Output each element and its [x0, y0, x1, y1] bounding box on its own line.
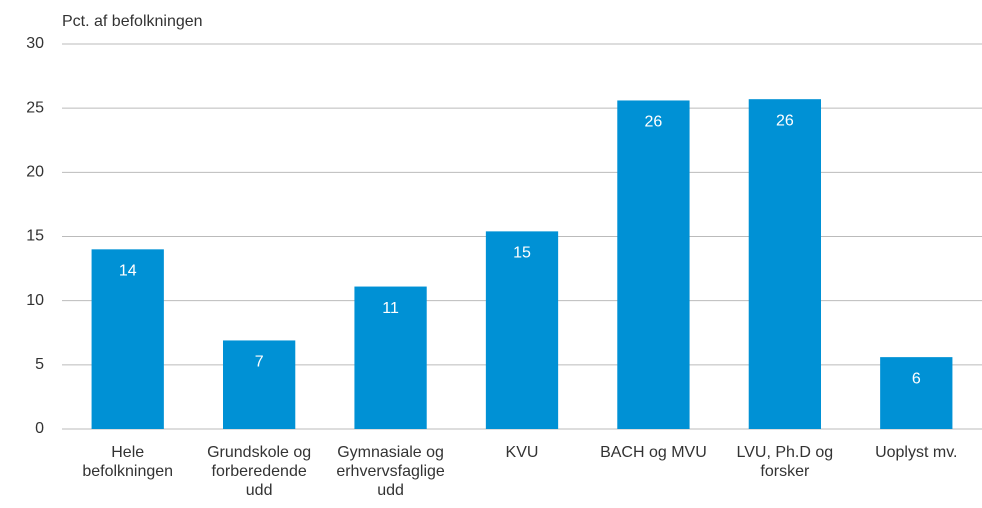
x-tick-label: Grundskole og forberedende udd: [207, 444, 312, 499]
y-tick-label: 10: [26, 292, 44, 309]
x-tick-label: KVU: [505, 444, 539, 461]
x-tick-label: LVU, Ph.D og forsker: [736, 444, 834, 480]
y-tick-label: 15: [26, 228, 44, 245]
data-label: 14: [119, 263, 137, 280]
bar: [354, 286, 427, 429]
y-tick-label: 5: [35, 356, 44, 373]
data-label: 26: [776, 112, 794, 129]
y-tick-label: 25: [26, 99, 44, 116]
bar: [880, 357, 953, 429]
data-label: 11: [382, 300, 399, 317]
data-label: 26: [645, 114, 663, 131]
bar: [91, 249, 164, 429]
y-axis-label: Pct. af befolkningen: [62, 13, 203, 30]
y-tick-label: 20: [26, 164, 44, 181]
bar: [617, 100, 690, 429]
y-tick-label: 0: [35, 420, 44, 437]
x-tick-label: Uoplyst mv.: [875, 444, 958, 461]
bar: [485, 231, 559, 429]
x-tick-label: Hele befolkningen: [82, 444, 174, 480]
data-label: 15: [513, 245, 531, 262]
bar: [223, 340, 296, 429]
x-tick-label: Gymnasiale og erhvervsfaglige udd: [336, 444, 445, 499]
x-tick-label: BACH og MVU: [600, 444, 707, 461]
y-tick-label: 30: [26, 35, 44, 52]
data-label: 6: [912, 370, 921, 387]
bar: [748, 99, 821, 429]
data-label: 7: [255, 354, 264, 371]
